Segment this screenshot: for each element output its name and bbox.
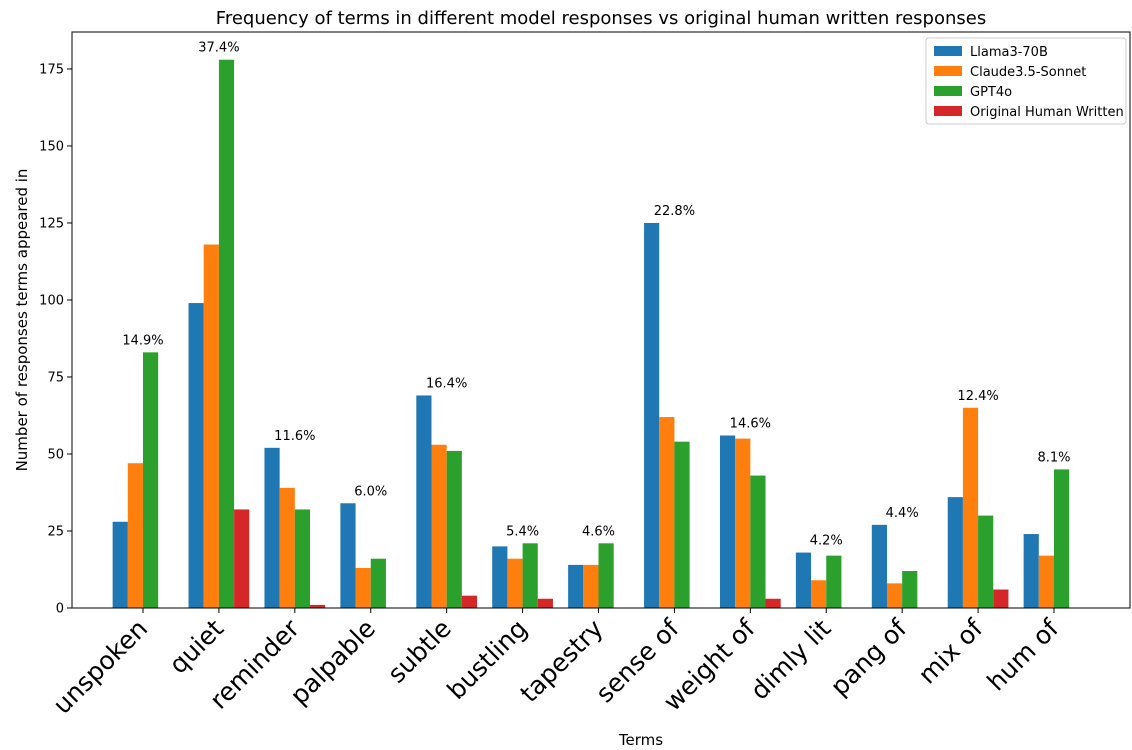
x-tick-label: quiet [164, 614, 230, 680]
percentage-label: 11.6% [274, 429, 315, 444]
x-tick-label: subtle [382, 614, 457, 689]
legend-swatch [934, 86, 962, 96]
bar-gpt4o [978, 515, 994, 608]
x-tick-label: hum of [981, 613, 1065, 697]
bar-gpt4o [370, 558, 386, 608]
y-tick-label: 0 [56, 602, 64, 617]
bar-original-human-written [310, 604, 326, 608]
bar-claude3-5-sonnet [1038, 555, 1054, 608]
bar-llama3-70b [644, 222, 660, 608]
percentage-label: 14.6% [730, 417, 771, 432]
y-tick-label: 150 [39, 139, 64, 154]
bar-original-human-written [537, 598, 553, 608]
y-tick-label: 75 [47, 370, 64, 385]
bar-gpt4o [522, 543, 538, 608]
bar-original-human-written [461, 595, 478, 608]
bar-gpt4o [902, 571, 918, 608]
bar-llama3-70b [871, 524, 887, 608]
legend-label: Claude3.5-Sonnet [970, 65, 1086, 80]
bar-gpt4o [750, 475, 766, 608]
bar-original-human-written [234, 509, 250, 608]
bar-llama3-70b [264, 447, 280, 608]
legend-frame [925, 37, 1127, 125]
y-tick-label: 125 [39, 216, 64, 231]
bar-claude3-5-sonnet [583, 564, 599, 608]
percentage-label: 14.9% [122, 333, 163, 348]
bar-llama3-70b [1023, 534, 1039, 608]
bar-claude3-5-sonnet [127, 463, 143, 608]
y-tick-label: 100 [39, 293, 64, 308]
legend-label: Llama3-70B [970, 45, 1048, 60]
plot-frame [71, 31, 1131, 609]
bar-claude3-5-sonnet [355, 567, 371, 608]
bar-original-human-written [765, 598, 781, 608]
percentage-label: 6.0% [354, 484, 387, 499]
legend-label: Original Human Written [970, 105, 1124, 120]
bar-claude3-5-sonnet [659, 417, 675, 608]
percentage-label: 4.4% [886, 506, 919, 521]
bar-llama3-70b [795, 552, 812, 608]
percentage-label: 22.8% [654, 204, 695, 219]
bar-claude3-5-sonnet [886, 583, 903, 608]
bar-claude3-5-sonnet [811, 580, 827, 608]
percentage-label: 37.4% [198, 41, 239, 56]
percentage-label: 5.4% [506, 524, 539, 539]
x-axis-title: Terms [618, 731, 663, 749]
x-tick-label: mix of [913, 613, 990, 690]
legend-swatch [934, 46, 962, 56]
x-tick-label: pang of [825, 613, 913, 701]
percentage-label: 12.4% [957, 389, 998, 404]
percentage-label: 8.1% [1037, 450, 1070, 465]
legend: Llama3-70B Claude3.5-Sonnet GPT4o Original … [925, 37, 1127, 125]
bar-gpt4o [446, 450, 462, 608]
legend-label: GPT4o [970, 85, 1012, 100]
bar-claude3-5-sonnet [962, 407, 979, 608]
bar-gpt4o [143, 352, 159, 608]
bar-llama3-70b [568, 564, 584, 608]
legend-swatch [934, 66, 962, 76]
percentage-label: 4.2% [810, 534, 843, 549]
bar-claude3-5-sonnet [507, 558, 523, 608]
bar-claude3-5-sonnet [431, 444, 447, 608]
bar-claude3-5-sonnet [279, 487, 295, 608]
y-tick-label: 50 [47, 447, 64, 462]
x-tick-label: tapestry [514, 614, 608, 708]
bar-gpt4o [674, 441, 690, 608]
bar-llama3-70b [719, 435, 736, 608]
percentage-label: 4.6% [582, 524, 615, 539]
x-tick-label: dimly lit [745, 614, 837, 706]
bar-llama3-70b [492, 546, 508, 608]
y-tick-label: 175 [39, 62, 64, 77]
legend-swatch [934, 106, 962, 116]
bar-gpt4o [826, 555, 842, 608]
chart-title: Frequency of terms in different model re… [216, 8, 986, 29]
bar-gpt4o [294, 509, 311, 608]
bar-claude3-5-sonnet [735, 438, 751, 608]
bar-llama3-70b [340, 503, 356, 608]
bar-llama3-70b [416, 395, 432, 608]
y-tick-label: 25 [47, 524, 64, 539]
percentage-label: 16.4% [426, 376, 467, 391]
bar-gpt4o [598, 543, 614, 608]
x-tick-label: unspoken [47, 614, 153, 720]
bar-llama3-70b [947, 497, 963, 608]
bar-llama3-70b [112, 521, 128, 608]
bar-gpt4o [218, 59, 235, 608]
bar-llama3-70b [188, 303, 204, 608]
y-axis-title: Number of responses terms appeared in [13, 169, 31, 472]
bar-gpt4o [1054, 469, 1070, 608]
bar-claude3-5-sonnet [203, 244, 219, 608]
bar-original-human-written [993, 589, 1009, 608]
